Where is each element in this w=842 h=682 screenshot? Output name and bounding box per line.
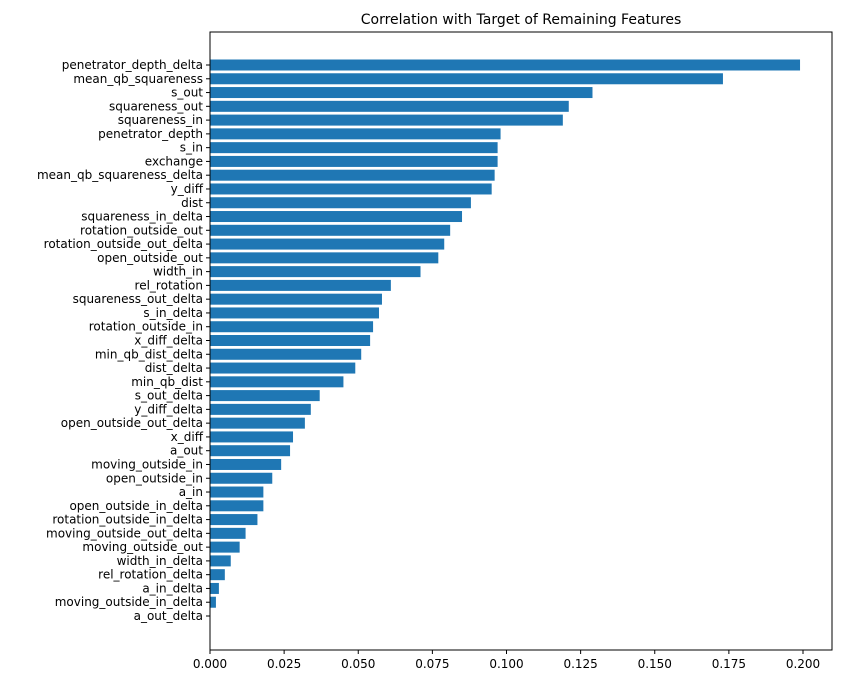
- y-tick-label-open-outside-out: open_outside_out: [97, 251, 203, 265]
- y-tick-label-open-outside-in: open_outside_in: [106, 471, 203, 485]
- bar-moving-outside-in-delta: [210, 596, 216, 608]
- y-tick-label-mean-qb-squareness: mean_qb_squareness: [73, 72, 203, 86]
- x-tick-label: 0.025: [267, 657, 301, 671]
- y-tick-label-moving-outside-in-delta: moving_outside_in_delta: [55, 595, 203, 609]
- bar-dist: [210, 197, 471, 209]
- y-tick-label-open-outside-in-delta: open_outside_in_delta: [69, 499, 203, 513]
- y-tick-label-rotation-outside-in-delta: rotation_outside_in_delta: [52, 513, 203, 527]
- y-tick-label-rotation-outside-out: rotation_outside_out: [80, 223, 203, 237]
- chart-title: Correlation with Target of Remaining Fea…: [361, 12, 682, 28]
- y-tick-label-a-in: a_in: [179, 485, 203, 499]
- bar-squareness-in-delta: [210, 211, 463, 223]
- y-tick-label-dist-delta: dist_delta: [145, 361, 203, 375]
- bar-open-outside-out-delta: [210, 417, 305, 429]
- y-tick-label-s-in-delta: s_in_delta: [143, 306, 203, 320]
- bar-moving-outside-in: [210, 458, 282, 470]
- bar-penetrator-depth: [210, 128, 501, 140]
- bar-rotation-outside-in-delta: [210, 514, 258, 526]
- bar-squareness-out: [210, 100, 569, 112]
- y-tick-label-rotation-outside-in: rotation_outside_in: [89, 320, 203, 334]
- y-tick-label-squareness-in: squareness_in: [118, 113, 203, 127]
- y-tick-label-y-diff-delta: y_diff_delta: [134, 402, 203, 416]
- plot-frame: [209, 31, 833, 651]
- y-tick-label-moving-outside-out-delta: moving_outside_out_delta: [46, 526, 203, 540]
- bar-a-in-delta: [210, 582, 219, 594]
- bar-y-diff: [210, 183, 492, 195]
- bar-dist-delta: [210, 362, 356, 374]
- x-tick-label: 0.175: [712, 657, 746, 671]
- y-tick-label-a-out-delta: a_out_delta: [134, 609, 203, 623]
- y-tick-label-y-diff: y_diff: [171, 182, 204, 196]
- bar-mean-qb-squareness-delta: [210, 169, 495, 181]
- bar-a-out: [210, 445, 291, 457]
- x-tick-label: 0.075: [415, 657, 449, 671]
- y-tick-label-squareness-out: squareness_out: [109, 99, 203, 113]
- bar-rel-rotation: [210, 279, 391, 291]
- y-tick-label-s-out: s_out: [171, 86, 203, 100]
- bar-s-out-delta: [210, 390, 320, 402]
- y-tick-label-width-in-delta: width_in_delta: [117, 554, 203, 568]
- bar-rel-rotation-delta: [210, 569, 225, 581]
- bar-y-diff-delta: [210, 403, 311, 415]
- bar-open-outside-in: [210, 472, 273, 484]
- bar-moving-outside-out-delta: [210, 527, 246, 539]
- x-tick-label: 0.100: [489, 657, 523, 671]
- y-tick-label-dist: dist: [181, 196, 203, 210]
- y-tick-label-penetrator-depth-delta: penetrator_depth_delta: [62, 58, 203, 72]
- y-tick-label-s-out-delta: s_out_delta: [135, 389, 203, 403]
- y-tick-label-moving-outside-out: moving_outside_out: [82, 540, 203, 554]
- bar-penetrator-depth-delta: [210, 59, 801, 71]
- bar-open-outside-in-delta: [210, 500, 264, 512]
- y-tick-labels: penetrator_depth_deltamean_qb_squareness…: [37, 58, 210, 623]
- x-tick-label: 0.150: [638, 657, 672, 671]
- y-tick-label-width-in: width_in: [153, 265, 203, 279]
- y-tick-label-s-in: s_in: [180, 141, 203, 155]
- y-tick-label-exchange: exchange: [145, 154, 203, 168]
- bar-a-in: [210, 486, 264, 498]
- x-ticks: 0.000 0.025 0.050 0.075 0.100 0.125 0.150 0.175…: [193, 650, 820, 671]
- bar-squareness-out-delta: [210, 293, 382, 305]
- bar-exchange: [210, 155, 498, 167]
- y-tick-label-squareness-in-delta: squareness_in_delta: [81, 210, 203, 224]
- y-tick-label-moving-outside-in: moving_outside_in: [91, 457, 203, 471]
- y-tick-label-min-qb-dist: min_qb_dist: [131, 375, 203, 389]
- bar-squareness-in: [210, 114, 563, 126]
- x-tick-label: 0.000: [193, 657, 227, 671]
- y-tick-label-rel-rotation-delta: rel_rotation_delta: [98, 568, 203, 582]
- bar-rotation-outside-in: [210, 321, 374, 333]
- y-tick-label-penetrator-depth: penetrator_depth: [98, 127, 203, 141]
- x-tick-label: 0.125: [563, 657, 597, 671]
- bar-rotation-outside-out: [210, 224, 451, 236]
- y-tick-label-rel-rotation: rel_rotation: [135, 278, 203, 292]
- y-tick-label-mean-qb-squareness-delta: mean_qb_squareness_delta: [37, 168, 203, 182]
- y-tick-label-a-out: a_out: [170, 444, 203, 458]
- bar-x-diff: [210, 431, 294, 443]
- bar-width-in-delta: [210, 555, 231, 567]
- y-tick-label-open-outside-out-delta: open_outside_out_delta: [61, 416, 203, 430]
- bar-s-in: [210, 142, 498, 154]
- bar-s-out: [210, 87, 593, 99]
- bar-min-qb-dist-delta: [210, 348, 362, 360]
- bar-open-outside-out: [210, 252, 439, 264]
- bars-group: [210, 59, 801, 608]
- y-tick-label-x-diff-delta: x_diff_delta: [134, 334, 203, 348]
- y-tick-label-a-in-delta: a_in_delta: [142, 581, 203, 595]
- bar-width-in: [210, 266, 421, 278]
- y-tick-label-rotation-outside-out-delta: rotation_outside_out_delta: [44, 237, 203, 251]
- x-tick-label: 0.200: [786, 657, 820, 671]
- y-tick-label-squareness-out-delta: squareness_out_delta: [73, 292, 203, 306]
- y-tick-label-min-qb-dist-delta: min_qb_dist_delta: [95, 347, 203, 361]
- x-tick-label: 0.050: [341, 657, 375, 671]
- y-tick-label-x-diff: x_diff: [171, 430, 204, 444]
- bar-s-in-delta: [210, 307, 380, 319]
- bar-rotation-outside-out-delta: [210, 238, 445, 250]
- bar-min-qb-dist: [210, 376, 344, 388]
- bar-moving-outside-out: [210, 541, 240, 553]
- bar-x-diff-delta: [210, 335, 371, 346]
- bar-mean-qb-squareness: [210, 73, 723, 85]
